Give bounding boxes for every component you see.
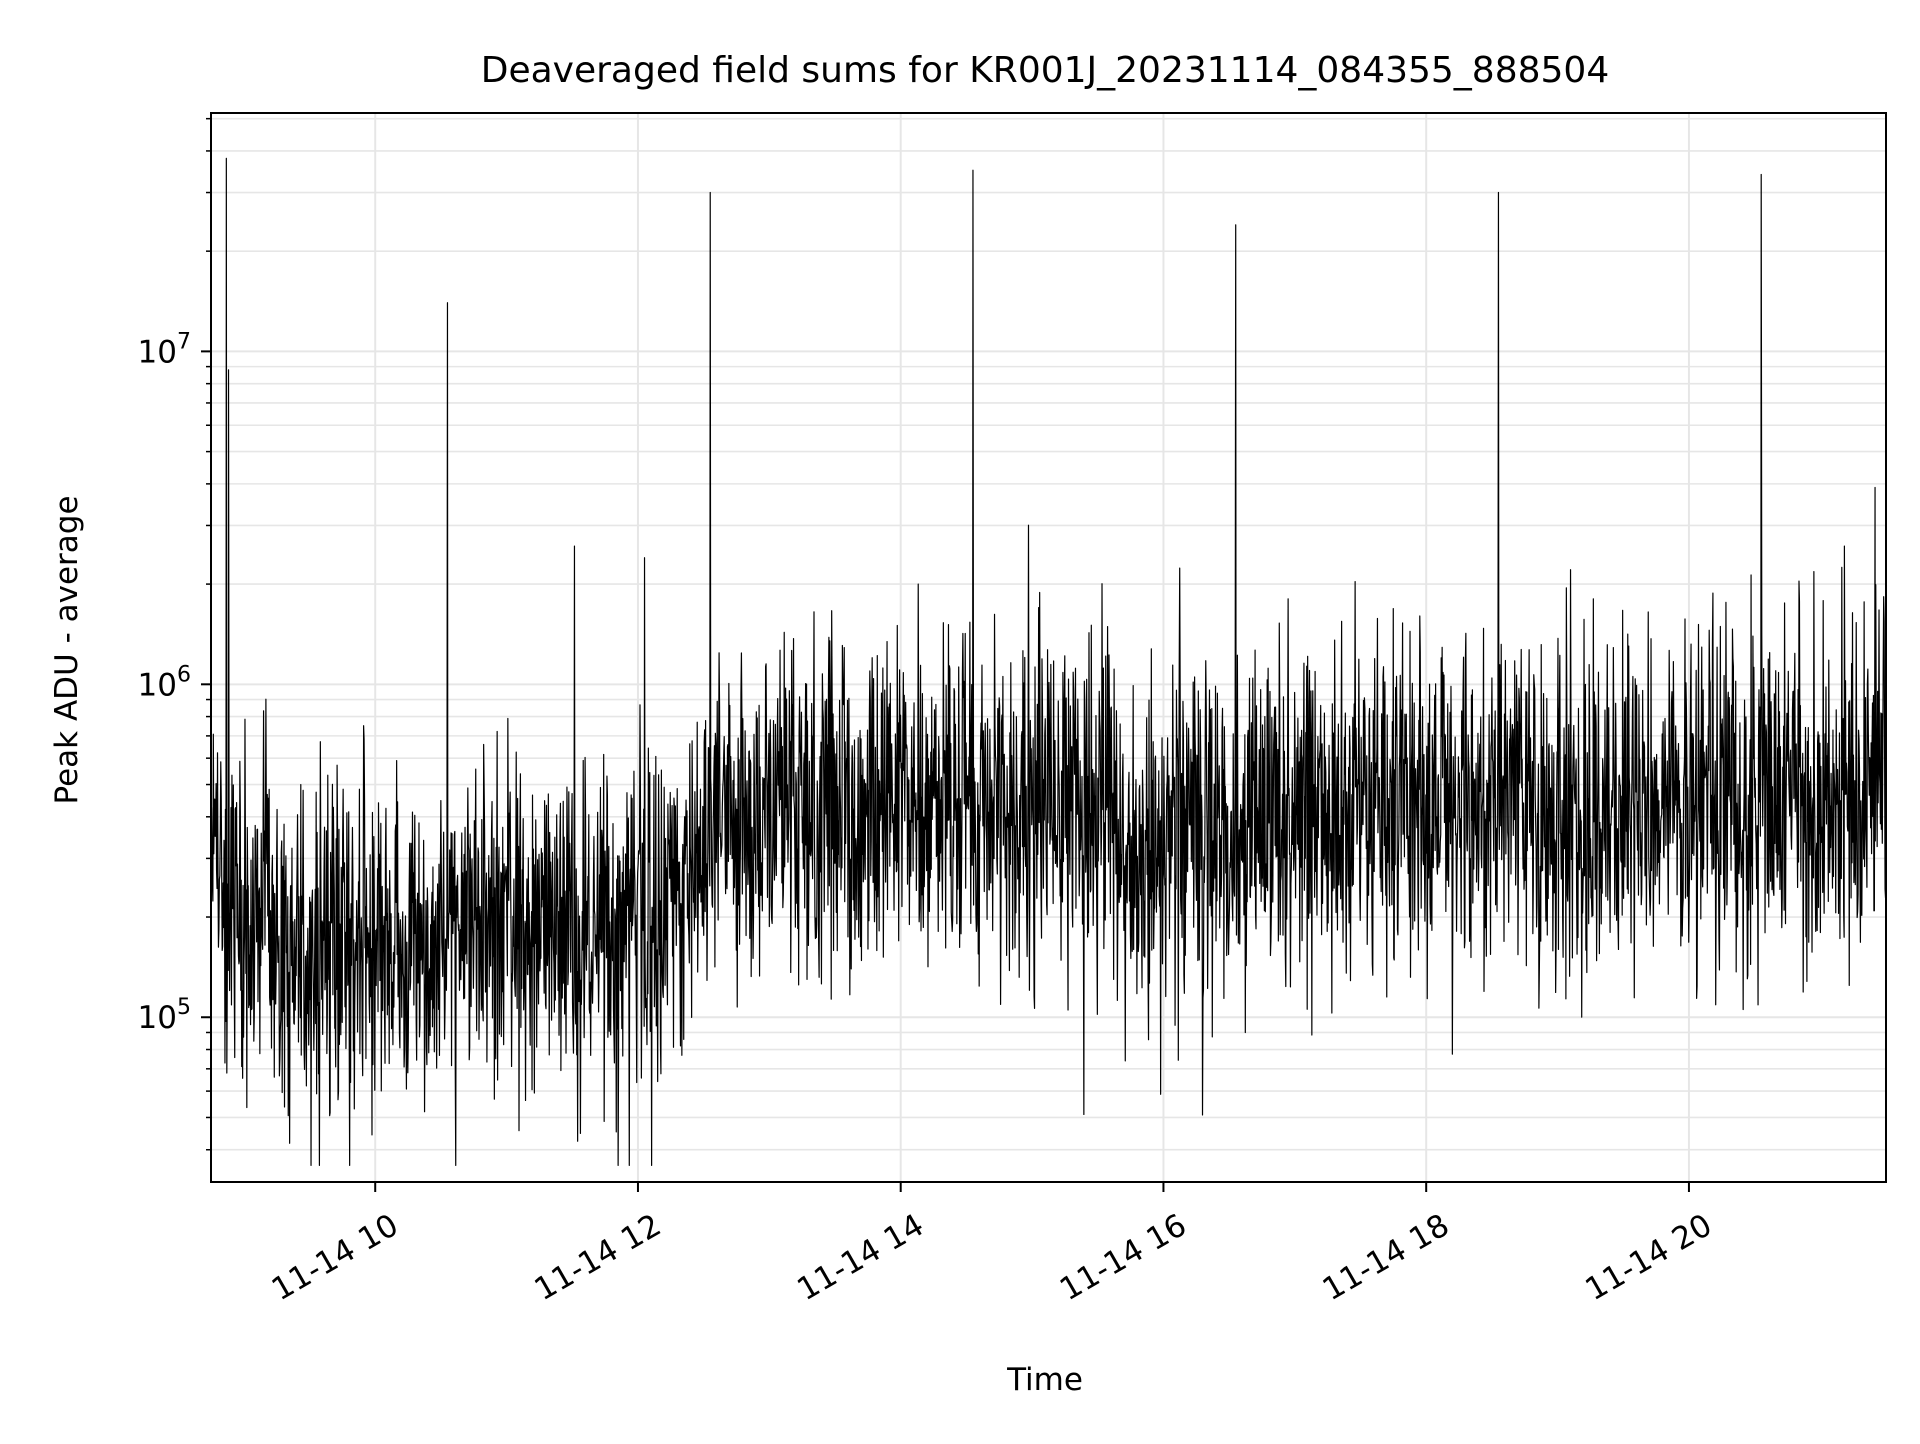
x-axis-label: Time [1006,1362,1083,1398]
data-series [210,157,1887,1166]
y-tick-label: 107 [138,329,191,370]
y-tick-label: 106 [138,662,191,703]
y-tick-label: 105 [138,995,191,1036]
plot-frame [210,112,1887,1183]
chart-title: Deaveraged field sums for KR001J_2023111… [481,50,1609,91]
y-axis-label: Peak ADU - average [49,495,85,804]
series-line [210,157,1887,1166]
